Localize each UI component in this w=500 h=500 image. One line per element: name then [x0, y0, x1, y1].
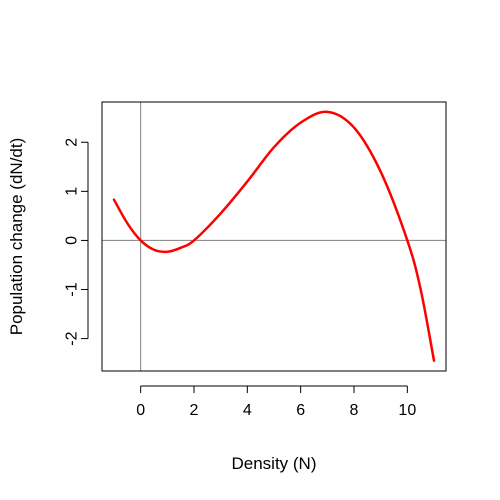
x-tick-label: 6 [296, 402, 305, 419]
y-axis: -2 -1 0 1 2 [64, 138, 89, 346]
plot-area-border [101, 101, 447, 372]
y-tick-label: 0 [64, 236, 81, 245]
series-layer [112, 110, 436, 362]
y-tick-label: 1 [64, 187, 81, 196]
y-tick-label: 2 [64, 138, 81, 147]
x-axis-title: Density (N) [231, 454, 316, 473]
x-tick-label: 4 [243, 402, 252, 419]
x-tick-label: 2 [190, 402, 199, 419]
x-tick-label: 0 [136, 402, 145, 419]
x-tick-label: 10 [398, 402, 416, 419]
x-tick-label: 8 [350, 402, 359, 419]
y-tick-label: -2 [64, 331, 81, 345]
x-axis: 0 2 4 6 8 10 [136, 385, 416, 419]
series-line [112, 110, 436, 362]
reference-lines [102, 102, 446, 371]
y-tick-label: -1 [64, 282, 81, 296]
y-axis-title: Population change (dN/dt) [7, 138, 26, 336]
